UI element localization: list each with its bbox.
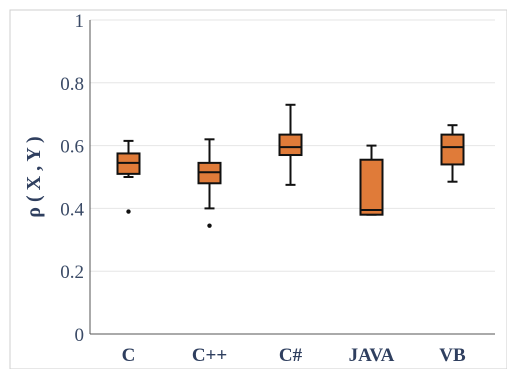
y-tick-label: 0.8 (60, 74, 84, 95)
box-vb (440, 124, 465, 183)
x-category-label: C# (279, 345, 303, 366)
x-category-label: VB (439, 345, 466, 366)
outlier-point (207, 223, 212, 228)
outlier-point (126, 209, 131, 214)
x-category-labels: C C++ C# JAVA VB (122, 345, 466, 366)
y-axis-title: ρ ( X , Y ) (23, 136, 45, 217)
y-tick-label: 0 (75, 325, 85, 346)
x-category-label: C (122, 345, 136, 366)
y-tick-label: 0.4 (60, 199, 84, 220)
box-c- (197, 138, 222, 228)
y-tick-label: 0.2 (60, 262, 84, 283)
x-category-label: C++ (192, 345, 227, 366)
box-iqr (440, 133, 465, 166)
box-c (116, 139, 141, 214)
plot-frame (9, 9, 507, 369)
x-category-label: JAVA (349, 345, 395, 366)
y-tick-label: 1 (75, 11, 85, 32)
box-iqr (278, 133, 303, 157)
y-tick-label: 0.6 (60, 137, 84, 158)
box-java (359, 144, 384, 216)
box-iqr (359, 158, 384, 216)
boxes (116, 103, 465, 228)
y-tick-labels: 0 0.2 0.4 0.6 0.8 1 (60, 11, 84, 346)
box-c- (278, 103, 303, 186)
